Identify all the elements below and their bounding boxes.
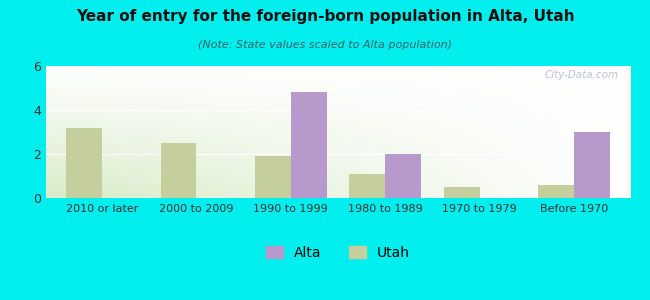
Text: Year of entry for the foreign-born population in Alta, Utah: Year of entry for the foreign-born popul… [75, 9, 575, 24]
Bar [349, 174, 385, 198]
Text: City-Data.com: City-Data.com [545, 70, 619, 80]
Text: (Note: State values scaled to Alta population): (Note: State values scaled to Alta popul… [198, 40, 452, 50]
Bar [66, 128, 102, 198]
Bar [444, 187, 480, 198]
Legend: Alta, Utah: Alta, Utah [266, 246, 410, 260]
Bar [291, 92, 327, 198]
Bar [574, 132, 610, 198]
Bar [385, 154, 421, 198]
Bar [538, 185, 574, 198]
Bar [161, 143, 196, 198]
Bar [255, 156, 291, 198]
